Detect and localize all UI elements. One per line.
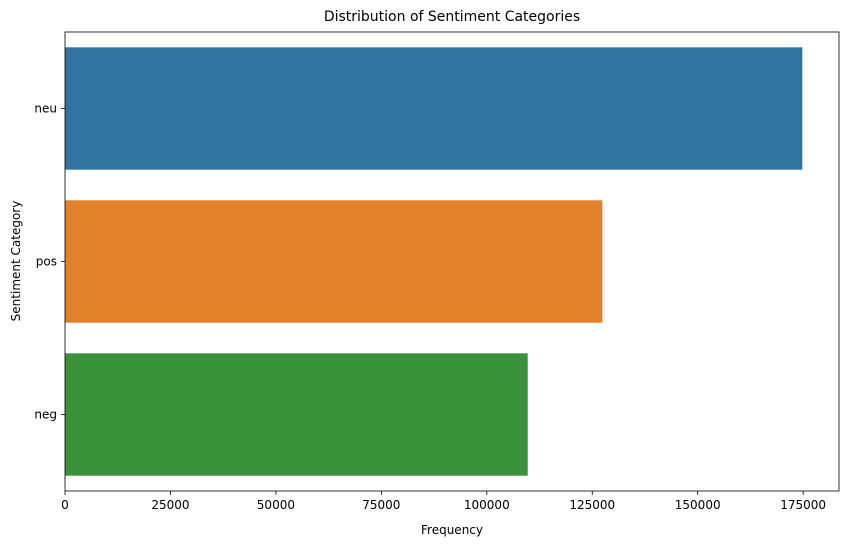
x-tick-label: 50000: [257, 498, 295, 512]
x-tick-label: 75000: [362, 498, 400, 512]
x-tick-label: 100000: [464, 498, 510, 512]
axes-group: neu pos neg 0 25000 50000 75000 100000 125000 150…: [34, 31, 840, 512]
bar-pos: [65, 200, 603, 323]
y-tick-label: pos: [36, 255, 57, 269]
x-axis-label: Frequency: [421, 523, 483, 537]
y-tick-label: neg: [34, 408, 57, 422]
bar-neu: [65, 47, 803, 170]
axes-frame: [64, 31, 840, 492]
y-axis-label: Sentiment Category: [9, 201, 23, 322]
bars-group: [65, 47, 803, 476]
chart-title: Distribution of Sentiment Categories: [324, 9, 580, 25]
x-tick-label: 150000: [675, 498, 721, 512]
x-tick-label: 0: [61, 498, 69, 512]
bar-neg: [65, 353, 528, 476]
x-tick-label: 125000: [569, 498, 615, 512]
x-tick-label: 175000: [780, 498, 826, 512]
y-tick-label: neu: [34, 102, 57, 116]
x-tick-label: 25000: [151, 498, 189, 512]
